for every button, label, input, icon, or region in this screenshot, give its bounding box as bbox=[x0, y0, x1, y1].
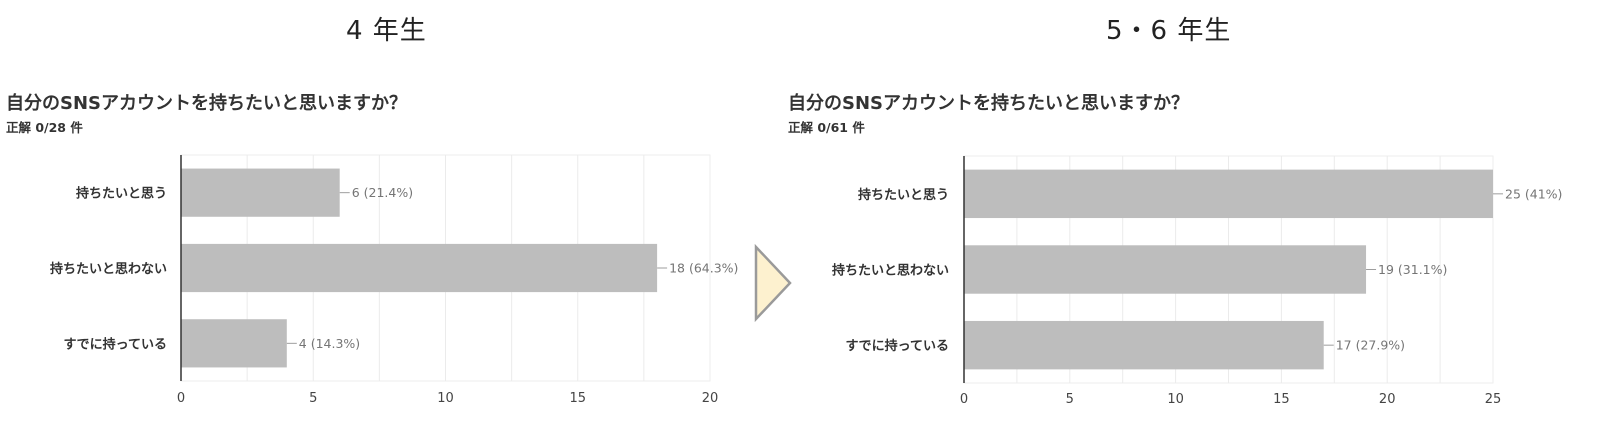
bar bbox=[181, 243, 658, 293]
bar bbox=[181, 319, 287, 368]
x-tick-label: 20 bbox=[1379, 392, 1396, 407]
chart-panel-grade56: 5・6 年生 自分のSNSアカウントを持ちたいと思いますか？ 正解 0/61 件… bbox=[782, 0, 1598, 438]
bar bbox=[964, 245, 1367, 294]
data-label: 4 (14.3%) bbox=[299, 336, 360, 351]
response-count: 正解 0/28 件 bbox=[6, 120, 83, 135]
x-tick-label: 0 bbox=[177, 391, 185, 406]
data-label: 19 (31.1%) bbox=[1378, 262, 1447, 277]
x-tick-label: 15 bbox=[1273, 392, 1290, 407]
category-label: 持ちたいと思わない bbox=[832, 263, 949, 279]
data-label: 18 (64.3%) bbox=[669, 261, 738, 276]
x-tick-label: 5 bbox=[1066, 392, 1074, 407]
bar-chart-grade4: 6 (21.4%) 持ちたいと思う 18 (64.3%) 持ちたいと思わない 4 (14… bbox=[50, 154, 738, 406]
bar bbox=[964, 169, 1493, 219]
x-tick-label: 0 bbox=[960, 392, 968, 407]
category-label: 持ちたいと思わない bbox=[50, 261, 167, 277]
x-tick-label: 10 bbox=[1167, 392, 1184, 407]
question-title: 自分のSNSアカウントを持ちたいと思いますか？ bbox=[788, 93, 1189, 114]
category-label: すでに持っている bbox=[846, 338, 949, 354]
category-label: すでに持っている bbox=[64, 336, 167, 352]
question-title: 自分のSNSアカウントを持ちたいと思いますか？ bbox=[6, 93, 407, 114]
response-count: 正解 0/61 件 bbox=[788, 120, 865, 135]
category-label: 持ちたいと思う bbox=[858, 187, 949, 203]
x-tick-label: 25 bbox=[1485, 392, 1502, 407]
x-tick-label: 20 bbox=[702, 391, 719, 406]
bar bbox=[964, 320, 1324, 370]
transition-arrow-icon bbox=[754, 243, 792, 323]
x-tick-label: 5 bbox=[309, 391, 317, 406]
data-label: 17 (27.9%) bbox=[1336, 338, 1405, 353]
bar bbox=[181, 168, 340, 217]
x-tick-label: 15 bbox=[569, 391, 586, 406]
chart-panel-grade4: 4 年生 自分のSNSアカウントを持ちたいと思いますか？ 正解 0/28 件 6… bbox=[0, 0, 760, 438]
bar-chart-grade56: 25 (41%) 持ちたいと思う 19 (31.1%) 持ちたいと思わない 17 (27… bbox=[832, 155, 1562, 407]
category-label: 持ちたいと思う bbox=[76, 186, 167, 202]
grade-title: 5・6 年生 bbox=[1106, 16, 1232, 46]
data-label: 6 (21.4%) bbox=[352, 185, 413, 200]
x-tick-label: 10 bbox=[437, 391, 454, 406]
data-label: 25 (41%) bbox=[1505, 186, 1562, 201]
grade-title: 4 年生 bbox=[346, 16, 427, 46]
